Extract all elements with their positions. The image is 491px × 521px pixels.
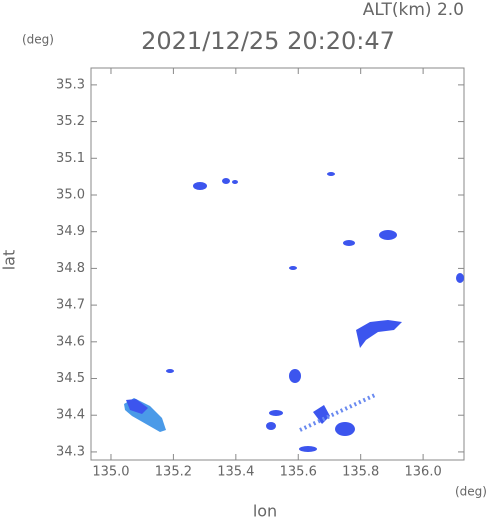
y-tick-label: 35.0 [56,187,85,202]
radar-echo [456,273,464,283]
x-tick-label: 136.0 [405,465,442,480]
radar-echo [166,369,174,373]
radar-echo [327,172,335,176]
radar-echo [379,230,397,240]
radar-echo [289,369,301,383]
radar-echo [299,393,376,432]
radar-echo [299,446,317,452]
radar-echo [343,240,355,246]
chart-title: 2021/12/25 20:20:47 [141,27,395,55]
y-tick-label: 35.1 [56,151,85,166]
radar-echo [269,410,283,416]
y-axis-label: lat [0,250,19,271]
y-unit: (deg) [22,33,54,47]
x-tick-label: 135.6 [280,465,317,480]
radar-echo [289,266,297,270]
radar-echoes [124,172,464,452]
y-tick-label: 34.5 [56,371,85,386]
radar-echo [335,422,355,436]
y-tick-label: 35.3 [56,77,85,92]
x-tick-label: 135.8 [342,465,379,480]
x-tick-label: 135.2 [155,465,192,480]
x-unit: (deg) [455,485,487,499]
radar-echo [313,405,330,424]
y-tick-label: 34.4 [56,408,85,423]
altitude: ALT(km) 2.0 [363,0,464,20]
radar-echo [193,182,207,190]
plot-frame [90,67,465,461]
y-tick-label: 34.6 [56,334,85,349]
x-tick-label: 135.0 [92,465,129,480]
y-tick-label: 34.3 [56,444,85,459]
radar-echo [356,320,402,348]
y-tick-label: 34.7 [56,298,85,313]
radar-echo [232,180,238,184]
x-tick-label: 135.4 [217,465,254,480]
y-tick-label: 35.2 [56,114,85,129]
x-axis-label: lon [253,502,277,521]
y-tick-label: 34.8 [56,261,85,276]
y-tick-label: 34.9 [56,224,85,239]
radar-echo [126,399,148,414]
radar-echo [266,422,276,430]
radar-echo [222,178,230,184]
